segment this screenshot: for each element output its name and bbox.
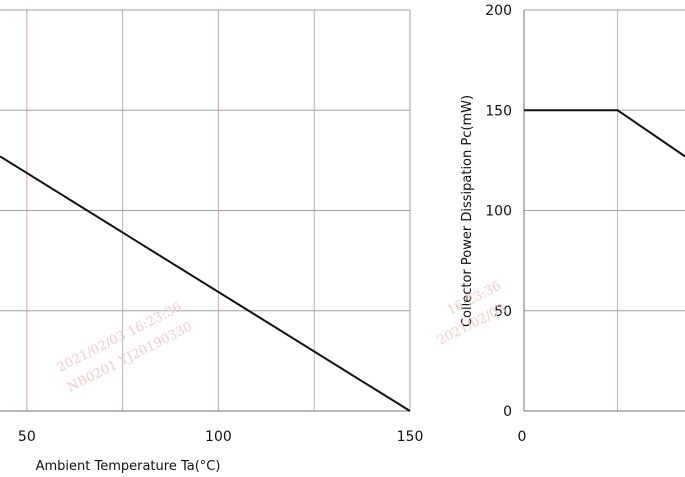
left-chart: 50 100 150 Ambient Temperature Ta(°C) — [0, 9, 424, 474]
y-tick-label: 100 — [485, 204, 512, 220]
x-axis-label: Ambient Temperature Ta(°C) — [36, 459, 221, 473]
y-tick-label: 50 — [494, 304, 512, 320]
y-tick-label: 0 — [503, 404, 512, 420]
y-axis-label: Collector Power Dissipation Pc(mW) — [460, 95, 475, 327]
x-tick-label: 50 — [18, 429, 36, 445]
x-tick-label: 150 — [397, 429, 424, 445]
y-tick-label: 150 — [485, 103, 512, 119]
x-tick-label: 100 — [205, 429, 232, 445]
series-line — [524, 109, 685, 158]
series-line — [0, 155, 411, 412]
right-chart: 0 50 100 150 200 0 Collector Power Dissipation… — [460, 3, 685, 445]
y-tick-label: 200 — [485, 3, 512, 19]
x-tick-label: 0 — [518, 429, 527, 445]
